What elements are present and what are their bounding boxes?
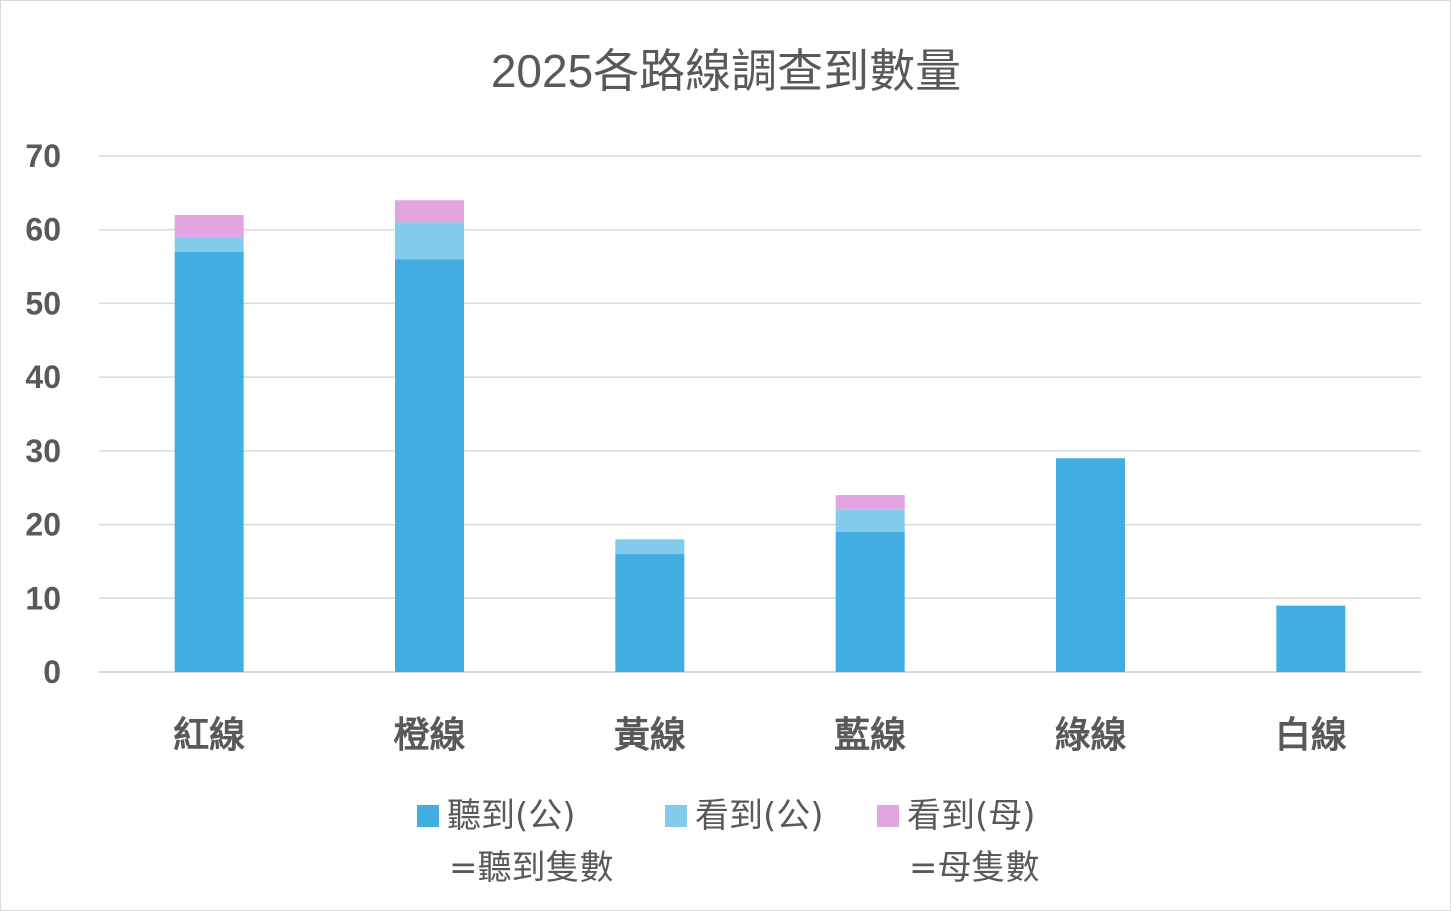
bar-segment	[174, 251, 244, 673]
y-tick-label: 0	[43, 654, 61, 690]
bar-segment	[395, 222, 464, 260]
legend-item: 看到(公)	[665, 796, 824, 836]
legend-swatch	[877, 805, 899, 827]
y-axis-ticks: 0 10 20 30 40 50 60 70	[25, 138, 61, 690]
legend-swatch	[417, 805, 439, 827]
bar-segment	[1276, 605, 1346, 672]
legend-note: =母隻數	[909, 848, 1040, 888]
y-tick-label: 10	[25, 580, 61, 616]
legend-label: 看到(公)	[695, 796, 824, 836]
y-tick-label: 20	[25, 507, 61, 543]
chart-title: 2025各路線調查到數量	[491, 45, 961, 97]
x-tick-label: 橙線	[393, 715, 465, 756]
y-tick-label: 30	[25, 433, 61, 469]
bar-segment	[835, 509, 905, 532]
y-tick-label: 50	[25, 285, 61, 321]
bars	[174, 200, 1346, 673]
x-tick-label: 紅線	[173, 715, 245, 756]
bar-segment	[835, 495, 905, 510]
legend-note: =聽到隻數	[449, 848, 614, 888]
bar-segment	[1056, 458, 1125, 672]
legend: 聽到(公) =聽到隻數 看到(公) 看到(母) =母隻數	[417, 796, 1040, 888]
bar-segment	[615, 539, 685, 555]
legend-swatch	[665, 805, 687, 827]
y-tick-label: 60	[25, 212, 61, 248]
bar-segment	[174, 237, 244, 252]
bar-segment	[835, 531, 905, 672]
x-axis-ticks: 紅線 橙線 黃線 藍線 綠線 白線	[173, 715, 1347, 756]
legend-label: 看到(母)	[907, 796, 1036, 836]
y-tick-label: 70	[25, 138, 61, 174]
x-tick-label: 黃線	[614, 715, 686, 756]
bar-segment	[174, 214, 244, 238]
legend-label: 聽到(公)	[447, 796, 576, 836]
bar-segment	[395, 200, 464, 223]
x-tick-label: 藍線	[834, 715, 906, 756]
y-tick-label: 40	[25, 359, 61, 395]
legend-item: 聽到(公) =聽到隻數	[417, 796, 614, 888]
bar-segment	[395, 259, 464, 672]
legend-item: 看到(母) =母隻數	[877, 796, 1040, 888]
x-tick-label: 白線	[1275, 715, 1347, 756]
bar-segment	[615, 554, 685, 672]
gridlines	[99, 155, 1421, 673]
x-tick-label: 綠線	[1054, 715, 1126, 756]
